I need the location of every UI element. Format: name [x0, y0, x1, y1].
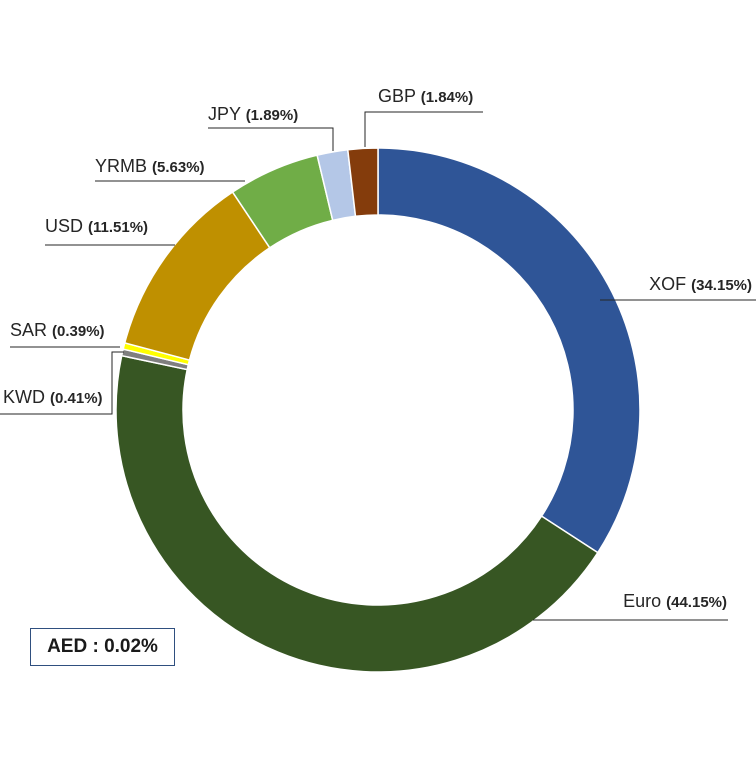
data-label-usd: USD (11.51%) [45, 216, 148, 236]
data-label-euro: Euro (44.15%) [623, 591, 727, 611]
leader-line-gbp [364, 111, 483, 147]
label-name-yrmb: YRMB [95, 156, 152, 176]
label-name-kwd: KWD [3, 387, 50, 407]
label-name-euro: Euro [623, 591, 666, 611]
label-percent-usd: (11.51%) [88, 219, 148, 236]
label-name-jpy: JPY [208, 104, 246, 124]
label-name-gbp: GBP [378, 86, 421, 106]
label-percent-jpy: (1.89%) [246, 107, 299, 124]
leader-line-jpy [208, 127, 334, 151]
slice-xof [377, 147, 641, 554]
label-name-usd: USD [45, 216, 88, 236]
label-name-sar: SAR [10, 320, 52, 340]
data-label-yrmb: YRMB (5.63%) [95, 156, 205, 176]
data-label-sar: SAR (0.39%) [10, 320, 105, 340]
label-percent-euro: (44.15%) [666, 594, 727, 611]
data-label-jpy: JPY (1.89%) [208, 104, 298, 124]
slice-euro [115, 354, 599, 673]
label-percent-xof: (34.15%) [691, 277, 752, 294]
data-label-kwd: KWD (0.41%) [3, 387, 103, 407]
label-percent-sar: (0.39%) [52, 323, 105, 340]
slice-usd [123, 191, 271, 361]
label-name-xof: XOF [649, 274, 691, 294]
aed-annotation-text: AED : 0.02% [47, 636, 158, 657]
data-label-gbp: GBP (1.84%) [378, 86, 473, 106]
label-percent-gbp: (1.84%) [421, 89, 474, 106]
aed-annotation-box: AED : 0.02% [30, 628, 175, 666]
label-percent-yrmb: (5.63%) [152, 159, 205, 176]
label-percent-kwd: (0.41%) [50, 390, 103, 407]
data-label-xof: XOF (34.15%) [649, 274, 752, 294]
leader-line-kwd [0, 351, 124, 415]
slice-gbp [346, 147, 379, 218]
